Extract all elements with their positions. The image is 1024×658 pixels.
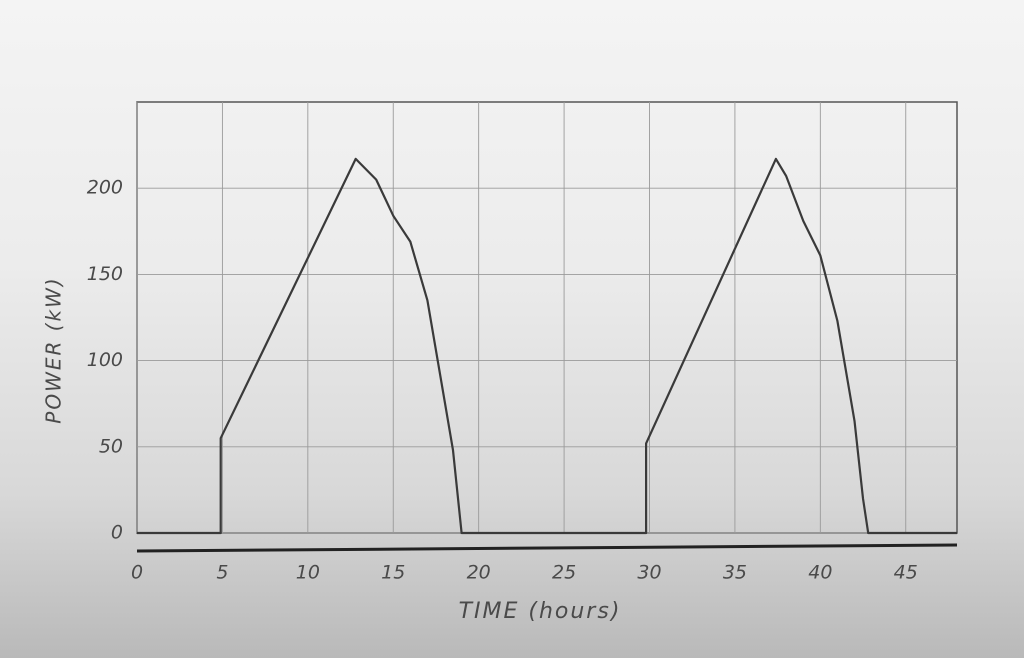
x-tick-label: 30 [637, 562, 661, 584]
x-tick-label: 35 [723, 562, 747, 584]
y-tick-label: 50 [99, 435, 123, 457]
x-tick-label: 15 [381, 562, 405, 584]
x-tick-label: 40 [808, 562, 832, 584]
y-axis-label: POWER (kW) [42, 276, 66, 423]
x-tick-label: 0 [131, 562, 143, 584]
x-tick-label: 10 [296, 562, 320, 584]
y-tick-label: 150 [87, 263, 123, 285]
x-tick-label: 45 [894, 562, 918, 584]
plot-frame [136, 101, 958, 534]
y-tick-label: 100 [87, 349, 123, 371]
x-axis-label: TIME (hours) [459, 599, 622, 624]
y-tick-label: 0 [111, 522, 123, 544]
x-tick-label: 5 [216, 562, 228, 584]
x-axis [136, 543, 958, 553]
x-tick-label: 25 [552, 562, 576, 584]
y-tick-label: 200 [87, 177, 123, 199]
data-line [137, 157, 957, 535]
x-tick-label: 20 [467, 562, 491, 584]
